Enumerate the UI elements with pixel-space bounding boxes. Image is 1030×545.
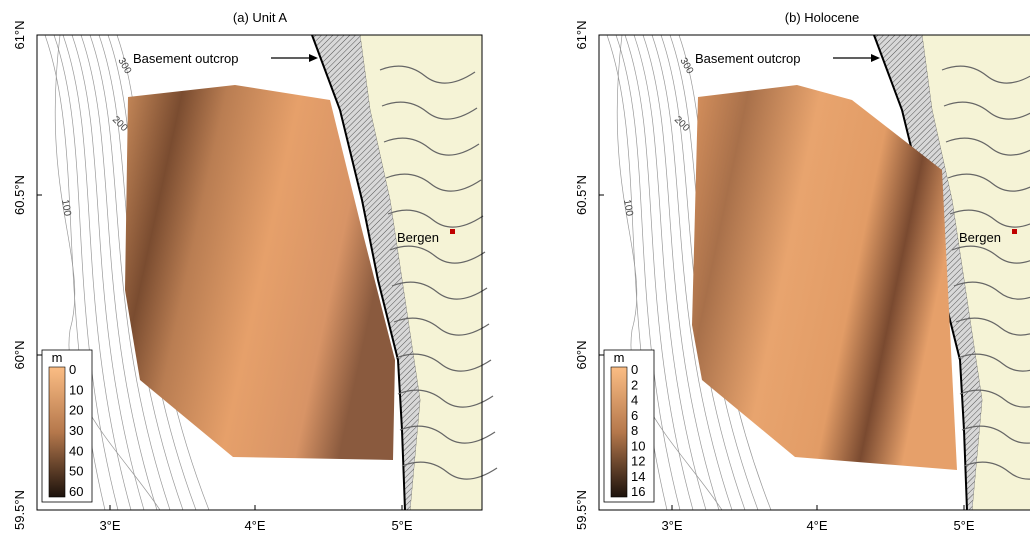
bathymetry-contour <box>615 34 681 511</box>
colorbar-label: 0 <box>69 362 76 377</box>
lat-label: 59.5°N <box>574 490 589 530</box>
lat-label: 59.5°N <box>12 490 27 530</box>
city-label: Bergen <box>397 230 439 245</box>
bathymetry-contour <box>651 34 733 511</box>
colorbar-label: 4 <box>631 393 638 408</box>
colorbar-label: 14 <box>631 469 645 484</box>
fjord <box>397 389 494 408</box>
lat-label: 60°N <box>12 340 27 369</box>
panel-title: (a) Unit A <box>233 10 288 25</box>
colorbar-label: 50 <box>69 464 83 479</box>
annotation: Basement outcrop <box>133 51 239 66</box>
fjord <box>951 245 1030 264</box>
colorbar-label: 20 <box>69 403 83 418</box>
bathymetry-contour <box>660 34 746 511</box>
bathymetry-contour <box>633 34 707 511</box>
bathymetry-contour <box>642 34 720 511</box>
lon-label: 3°E <box>99 518 120 533</box>
fjord <box>963 461 1030 480</box>
colorbar-label: 12 <box>631 454 645 469</box>
fjord <box>399 425 496 444</box>
city-marker <box>450 229 455 234</box>
bathymetry-contour <box>624 34 694 511</box>
fjord <box>401 461 498 480</box>
colorbar-unit: m <box>614 350 625 365</box>
arrow-head <box>309 54 318 62</box>
basement-outcrop <box>874 35 982 510</box>
lon-label: 5°E <box>391 518 412 533</box>
fjord <box>387 209 484 228</box>
fjord <box>389 245 486 264</box>
colorbar-label: 0 <box>631 362 638 377</box>
lon-label: 5°E <box>953 518 974 533</box>
fjord <box>391 281 488 300</box>
bathymetry-contour <box>71 34 145 511</box>
annotation: Basement outcrop <box>695 51 801 66</box>
panel-title: (b) Holocene <box>785 10 859 25</box>
colorbar-label: 10 <box>631 438 645 453</box>
lat-label: 60°N <box>574 340 589 369</box>
lon-label: 4°E <box>244 518 265 533</box>
colorbar-label: 60 <box>69 484 83 499</box>
lat-label: 60.5°N <box>574 175 589 215</box>
lat-label: 61°N <box>574 20 589 49</box>
colorbar <box>48 366 66 498</box>
bathymetry-contour <box>54 34 161 511</box>
fjord <box>385 173 482 192</box>
colorbar-label: 16 <box>631 484 645 499</box>
colorbar-label: 6 <box>631 408 638 423</box>
fjord <box>947 173 1030 192</box>
colorbar-label: 2 <box>631 377 638 392</box>
fjord <box>395 353 492 372</box>
bathymetry-contour <box>80 34 158 511</box>
thickness-field <box>692 85 957 470</box>
thickness-field <box>125 85 395 460</box>
fjord <box>949 209 1030 228</box>
coastline <box>311 34 406 511</box>
colorbar-label: 10 <box>69 382 83 397</box>
contour-label: 100 <box>59 199 73 218</box>
fjord <box>381 101 478 120</box>
colorbar-label: 30 <box>69 423 83 438</box>
fjord <box>383 137 480 156</box>
colorbar-label: 40 <box>69 443 83 458</box>
lat-label: 61°N <box>12 20 27 49</box>
fjord <box>959 389 1030 408</box>
bathymetry-contour <box>89 34 171 511</box>
fjord <box>393 317 490 336</box>
lat-label: 60.5°N <box>12 175 27 215</box>
fjord <box>955 317 1030 336</box>
fjord <box>941 65 1030 84</box>
lon-label: 4°E <box>806 518 827 533</box>
bathymetry-contour <box>616 34 723 511</box>
lon-label: 3°E <box>661 518 682 533</box>
fjord <box>945 137 1030 156</box>
contour-label: 100 <box>621 199 635 218</box>
map-frame <box>36 34 483 511</box>
fjord <box>379 65 476 84</box>
colorbar <box>610 366 628 498</box>
colorbar-label: 8 <box>631 423 638 438</box>
city-marker <box>1012 229 1017 234</box>
fjord <box>961 425 1030 444</box>
bathymetry-contour <box>53 34 119 511</box>
basement-outcrop <box>312 35 420 510</box>
fjord <box>953 281 1030 300</box>
colorbar-unit: m <box>52 350 63 365</box>
bathymetry-contour <box>62 34 132 511</box>
fjord <box>943 101 1030 120</box>
map-frame <box>598 34 1030 511</box>
fjord <box>957 353 1030 372</box>
city-label: Bergen <box>959 230 1001 245</box>
arrow-head <box>871 54 880 62</box>
